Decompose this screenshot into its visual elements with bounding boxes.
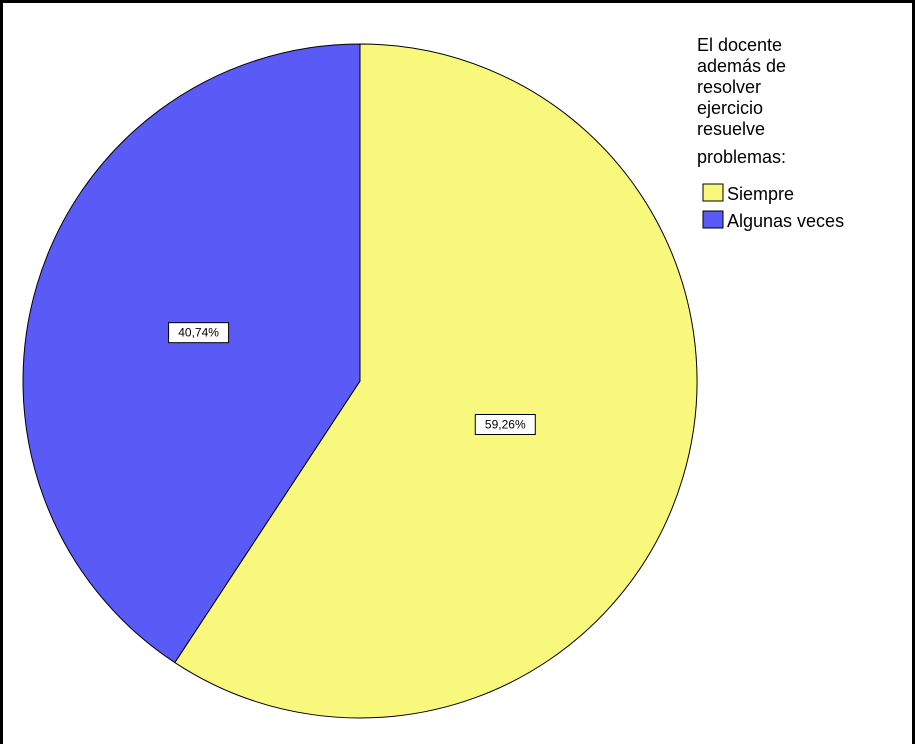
legend-label-algunas-veces: Algunas veces (727, 211, 844, 231)
legend-title-line-4: ejercicio (697, 98, 763, 118)
pie-chart: 59,26% 40,74% El docente además de resolv… (22, 35, 844, 719)
pie-slices (22, 43, 698, 719)
slice-label-box (474, 413, 536, 435)
pie-slice-algunas-veces (22, 43, 361, 664)
legend-swatch-algunas-veces (702, 210, 724, 229)
legend-title-line-3: resolver (697, 77, 761, 97)
legend-title-line-6: problemas: (697, 147, 786, 167)
slice-label-text: 59,26% (485, 417, 526, 431)
slice-label-siempre: 59,26% (474, 413, 536, 435)
slice-label-box (168, 322, 230, 344)
slice-labels: 59,26% 40,74% (168, 322, 536, 435)
legend-label-siempre: Siempre (727, 184, 794, 204)
pie-slice-siempre (174, 43, 698, 719)
legend-title-line-2: además de (697, 56, 786, 76)
legend-title-line-5: resuelve (697, 119, 765, 139)
slice-label-text: 40,74% (178, 326, 219, 340)
legend: El docente además de resolver ejercicio … (697, 35, 844, 231)
legend-title-line-1: El docente (697, 35, 782, 55)
legend-swatch-siempre (702, 183, 724, 202)
slice-label-algunas-veces: 40,74% (168, 322, 230, 344)
